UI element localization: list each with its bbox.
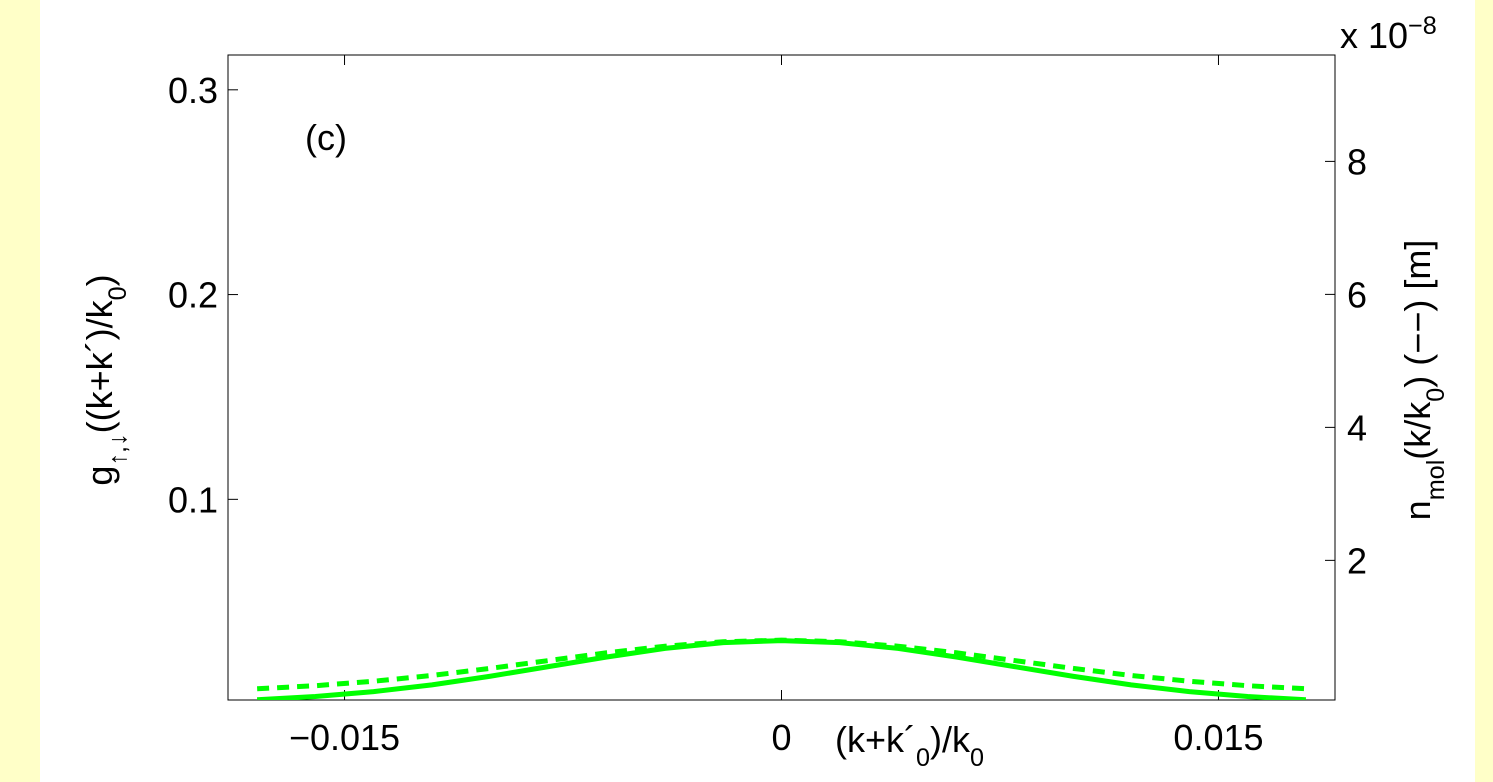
y2-multiplier-part: −8 (1408, 12, 1437, 40)
x-tick-label: 0.015 (1173, 717, 1263, 758)
y2-axis-label-part: 0 (1422, 388, 1450, 402)
y2-axis-label: nmol(k/k0) (−−) [m] (1397, 240, 1450, 521)
y-tick-label: 0.1 (168, 479, 218, 520)
y2-axis-label-part: ) (−−) [m] (1397, 240, 1438, 388)
y2-axis-label-part: mol (1422, 460, 1450, 501)
data-line (257, 637, 1307, 692)
x-tick-label: 0 (771, 717, 791, 758)
annotation: (c) (305, 117, 347, 158)
y-axis-label: g↑,↓((k+k´)/k0) (79, 274, 132, 485)
x-tick-label: −0.015 (289, 717, 400, 758)
y2-axis-label-part: (k/k (1397, 401, 1438, 460)
x-axis-label-part: 0 (916, 744, 930, 772)
x-axis-label-part: )/k (930, 719, 971, 760)
y-axis-label-part: ) (79, 274, 120, 286)
y2-tick-label: 6 (1347, 274, 1367, 315)
y-axis-label-part: ((k+k´)/k (79, 299, 120, 433)
y2-tick-label: 2 (1347, 540, 1367, 581)
y-axis-label-part: 0 (104, 286, 132, 300)
y-axis-label-part: ↑,↓ (104, 433, 132, 465)
y2-multiplier-part: x 10 (1340, 15, 1408, 56)
x-axis-label-part: 0 (970, 744, 984, 772)
y-axis-label-part: g (79, 466, 120, 486)
y2-tick-label: 8 (1347, 141, 1367, 182)
y2-tick-label: 4 (1347, 407, 1367, 448)
y2-multiplier: x 10−8 (1340, 12, 1437, 56)
plot-area (227, 54, 1336, 701)
y-tick-label: 0.2 (168, 275, 218, 316)
y-tick-label: 0.3 (168, 70, 218, 111)
x-axis-label: (k+k´0)/k0 (835, 719, 984, 772)
y2-axis-label-part: n (1397, 500, 1438, 520)
x-axis-label-part: (k+k´ (835, 719, 916, 760)
